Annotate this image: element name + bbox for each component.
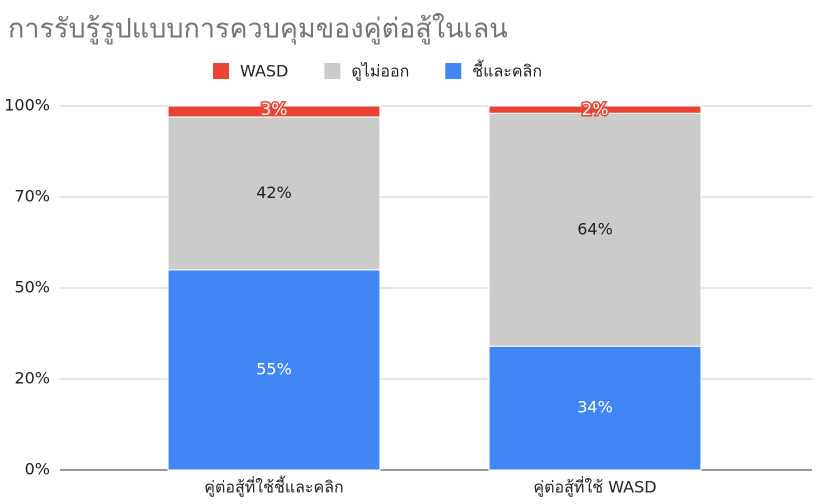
legend-swatch	[213, 63, 229, 79]
bar-segment	[167, 116, 381, 271]
y-tick-label: 50%	[14, 278, 50, 297]
legend-swatch	[324, 63, 341, 79]
legend-label: WASD	[240, 62, 288, 81]
data-label: 2%	[582, 100, 609, 120]
x-tick-label: คู่ต่อสู้ที่ใช้ WASD	[533, 476, 656, 498]
legend-swatch	[445, 63, 462, 79]
bar-segment	[167, 105, 381, 118]
data-label: 64%	[577, 219, 613, 238]
legend-label: ชี้และคลิก	[472, 60, 542, 81]
data-label: 34%	[577, 398, 613, 417]
x-tick-label: คู่ต่อสู้ที่ใช้ชี้และคลิก	[204, 476, 343, 498]
chart-title: การรับรู้รูปแบบการควบคุมของคู่ต่อสู้ในเล…	[8, 13, 508, 46]
bar-segment	[167, 269, 381, 471]
bar-segment	[488, 105, 702, 114]
legend-label: ดูไม่ออก	[351, 62, 409, 82]
data-label: 3%	[261, 100, 288, 120]
data-label: 55%	[256, 359, 292, 378]
y-tick-label: 70%	[14, 187, 50, 206]
y-tick-label: 20%	[14, 369, 50, 388]
y-tick-label: 100%	[4, 96, 50, 115]
y-tick-label: 0%	[25, 460, 50, 479]
bar-segment	[488, 345, 702, 471]
bar-segment	[488, 112, 702, 347]
data-label: 42%	[256, 183, 292, 202]
